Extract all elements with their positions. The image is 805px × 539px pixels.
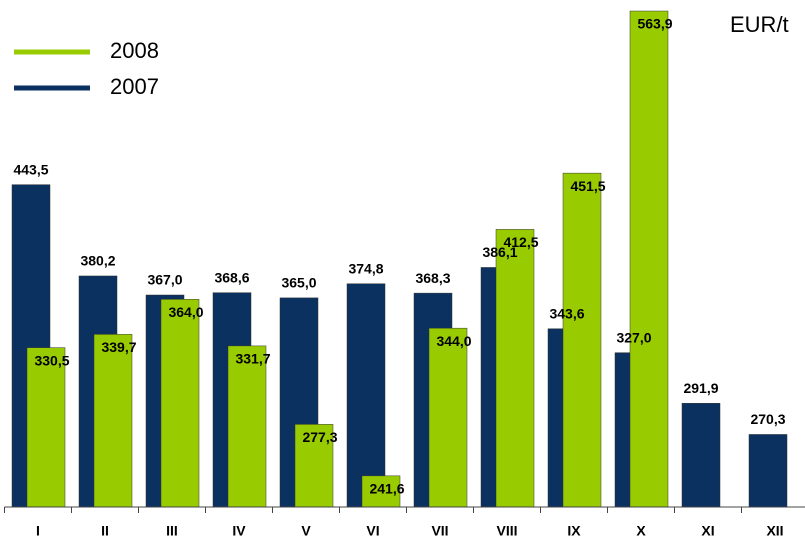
value-label: 451,5 — [570, 178, 605, 194]
bar — [294, 424, 334, 508]
value-label: 291,9 — [683, 380, 718, 396]
x-tick-label: IX — [567, 523, 581, 539]
bar — [681, 403, 721, 508]
value-label: 364,0 — [168, 304, 203, 320]
bar — [160, 299, 200, 508]
value-label: 563,9 — [637, 16, 672, 32]
value-label: 367,0 — [147, 272, 182, 288]
bar — [227, 345, 267, 508]
value-label: 443,5 — [13, 161, 48, 177]
value-label: 339,7 — [101, 339, 136, 355]
value-label: 380,2 — [80, 253, 115, 269]
value-label: 368,6 — [214, 269, 249, 285]
x-tick-label: XI — [701, 523, 714, 539]
value-label: 368,3 — [415, 270, 450, 286]
value-label: 330,5 — [34, 352, 69, 368]
bar — [346, 283, 386, 508]
bar — [629, 10, 669, 508]
x-tick-label: VI — [366, 523, 379, 539]
value-label: 386,1 — [482, 244, 517, 260]
value-label: 343,6 — [549, 305, 584, 321]
x-tick-label: VII — [431, 523, 448, 539]
value-label: 331,7 — [235, 351, 270, 367]
x-tick-label: XII — [766, 523, 783, 539]
x-tick-label: VIII — [496, 523, 517, 539]
bar — [26, 347, 66, 508]
bar — [748, 434, 788, 508]
x-tick-label: X — [636, 523, 646, 539]
value-label: 344,0 — [436, 333, 471, 349]
x-tick-label: II — [101, 523, 109, 539]
value-label: 241,6 — [369, 481, 404, 497]
bar — [93, 334, 133, 508]
value-label: 374,8 — [348, 260, 383, 276]
x-tick-label: IV — [232, 523, 246, 539]
value-label: 365,0 — [281, 275, 316, 291]
x-tick-label: III — [166, 523, 178, 539]
legend-label: 2008 — [110, 38, 159, 63]
value-label: 412,5 — [503, 234, 538, 250]
value-label: 277,3 — [302, 429, 337, 445]
bar — [562, 172, 602, 508]
bar — [361, 475, 401, 508]
bar — [428, 327, 468, 508]
x-tick-label: V — [301, 523, 311, 539]
bar — [495, 229, 535, 508]
x-tick-label: I — [36, 523, 40, 539]
value-label: 270,3 — [750, 411, 785, 427]
legend-label: 2007 — [110, 74, 159, 99]
unit-label: EUR/t — [730, 12, 789, 37]
value-label: 327,0 — [616, 329, 651, 345]
